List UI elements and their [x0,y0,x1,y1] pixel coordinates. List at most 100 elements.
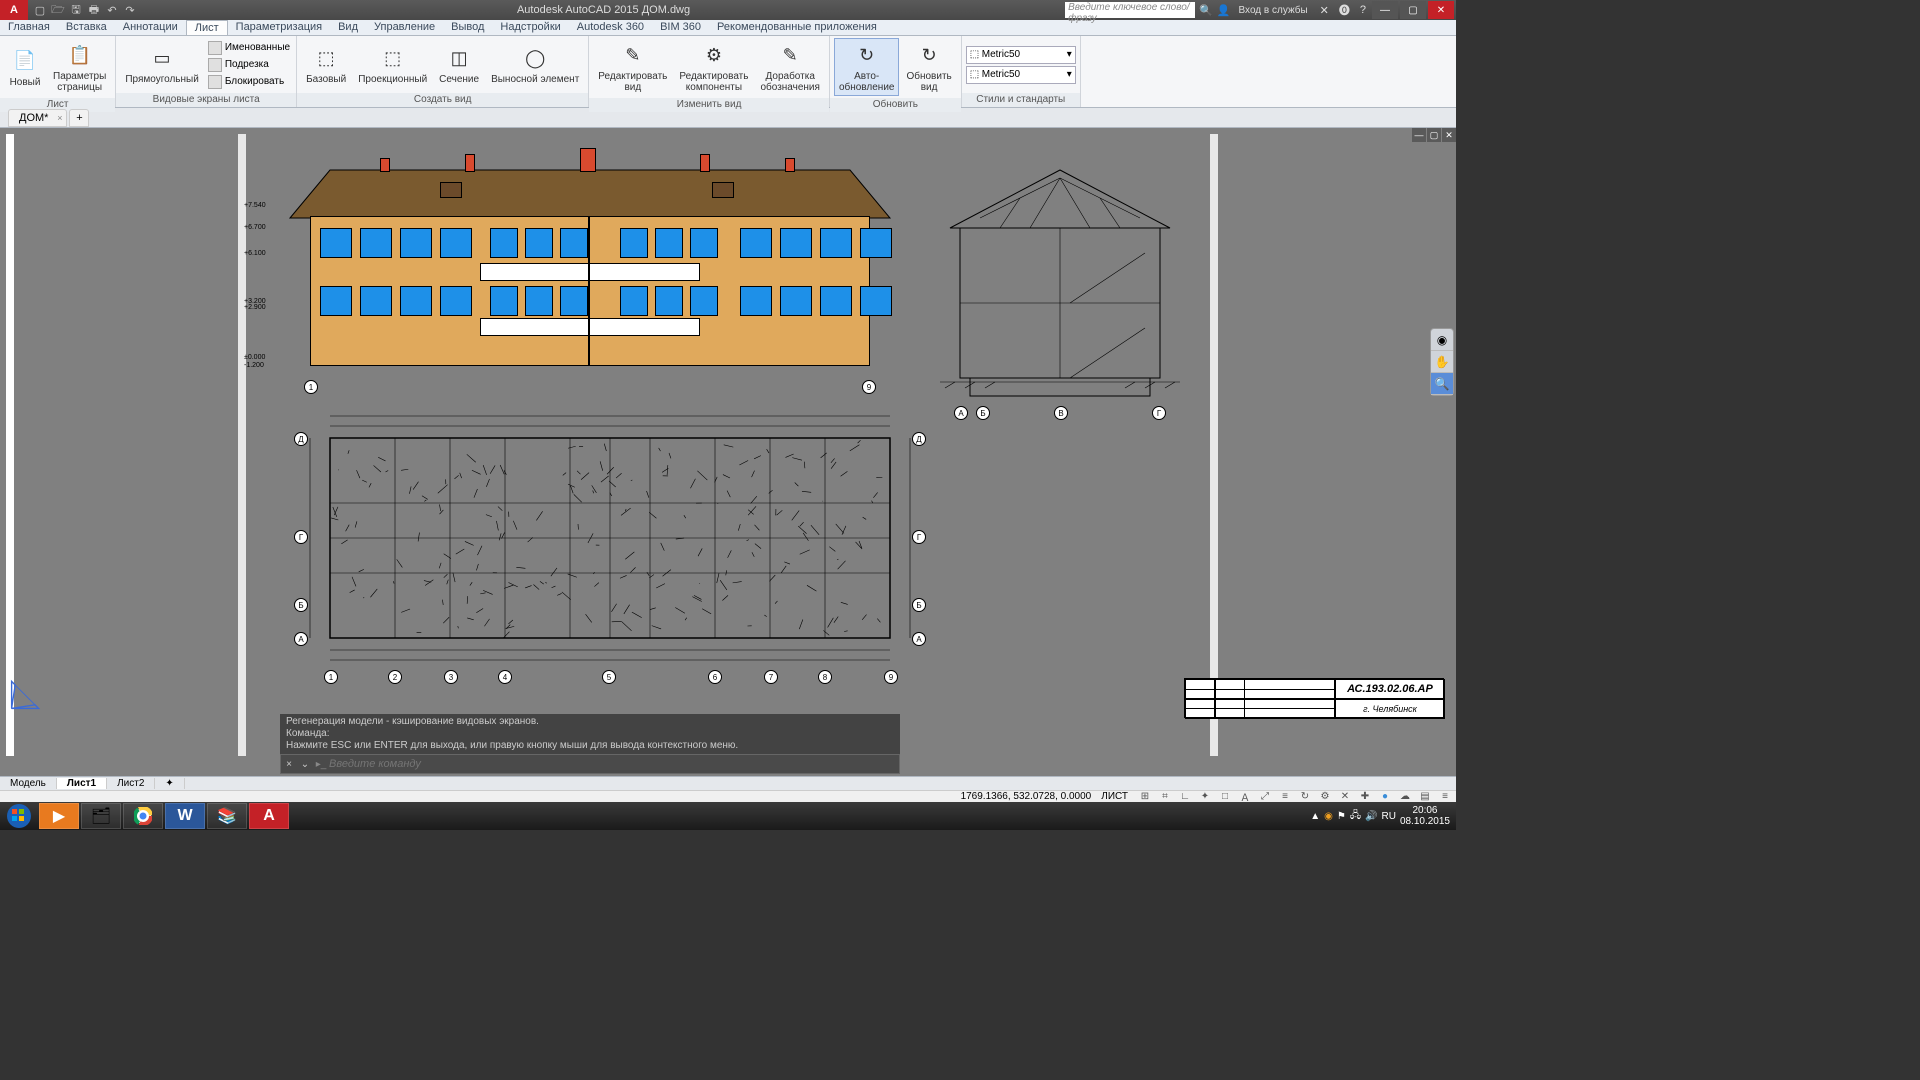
axis-marker: Д [912,432,926,446]
sb-plus-icon[interactable]: ✚ [1358,791,1372,803]
nav-zoom-icon[interactable]: 🔍 [1431,373,1453,395]
layout-tab[interactable]: Лист1 [57,778,107,789]
ribbon-tab-6[interactable]: Управление [366,20,443,35]
window-opening [320,228,352,258]
sb-anno-icon[interactable]: Ａ [1238,791,1252,803]
ribbon-button[interactable]: ↻Обновитьвид [901,38,956,96]
window-opening [740,228,772,258]
qat-open-icon[interactable]: 🗁 [50,2,66,18]
sb-custom-icon[interactable]: ▤ [1418,791,1432,803]
tray-net-icon[interactable]: 🖧 [1350,808,1361,825]
ribbon-button[interactable]: ◯Выносной элемент [486,41,584,88]
task-winrar-icon[interactable]: 📚 [207,803,247,829]
window-opening [820,286,852,316]
login-link[interactable]: Вход в службы [1233,5,1314,16]
vp-restore-icon[interactable]: ▢ [1427,128,1441,142]
layout-tab[interactable]: Лист2 [107,778,155,789]
command-line: × ⌄ ▸_ [280,754,900,774]
ribbon-button[interactable]: ✎Редактироватьвид [593,38,672,96]
ribbon-button[interactable]: ⚙Редактироватькомпоненты [674,38,753,96]
ribbon-tab-8[interactable]: Надстройки [492,20,568,35]
ribbon-button[interactable]: ✎Доработкаобозначения [755,38,824,96]
ribbon-small-button[interactable]: Блокировать [206,74,292,90]
tray-vol-icon[interactable]: 🔊 [1365,811,1377,822]
start-button[interactable] [0,802,38,830]
tray-flag-icon[interactable]: ▲ [1310,811,1320,822]
sb-menu-icon[interactable]: ≡ [1438,791,1452,803]
layout-tab[interactable]: Модель [0,778,57,789]
task-word-icon[interactable]: W [165,803,205,829]
axis-marker: Г [294,530,308,544]
elevation-view: 1 9 -1.200±0.000+2.900+3.200+6.100+6.700… [280,158,900,388]
tray-action-icon[interactable]: ⚑ [1337,811,1346,822]
new-tab-button[interactable]: + [69,109,89,127]
app-logo-icon[interactable]: A [0,0,28,20]
sb-cloud-icon[interactable]: ☁ [1398,791,1412,803]
tray-lang-icon[interactable]: RU [1381,811,1395,822]
sb-cycle-icon[interactable]: ↻ [1298,791,1312,803]
ribbon-tab-0[interactable]: Главная [0,20,58,35]
ribbon-tab-3[interactable]: Лист [186,20,228,35]
axis-marker: А [294,632,308,646]
sb-snap-icon[interactable]: ⌗ [1158,791,1172,803]
close-button[interactable]: ✕ [1428,1,1454,19]
space-indicator[interactable]: ЛИСТ [1097,791,1132,802]
nav-wheel-icon[interactable]: ◉ [1431,329,1453,351]
file-tab[interactable]: ДОМ*× [8,109,67,127]
drawing-area[interactable]: — ▢ ✕ 1 9 -1.200±0.000+2.900+3.200+6.100… [0,128,1456,776]
ribbon-button[interactable]: ⬚Базовый [301,41,351,88]
task-explorer-icon[interactable]: 🗂 [81,803,121,829]
maximize-button[interactable]: ▢ [1400,1,1426,19]
nav-pan-icon[interactable]: ✋ [1431,351,1453,373]
ribbon-tab-7[interactable]: Вывод [443,20,492,35]
sb-gear-icon[interactable]: ⚙ [1318,791,1332,803]
ribbon-tab-9[interactable]: Autodesk 360 [569,20,652,35]
ribbon-button[interactable]: ↻Авто-обновление [834,38,900,96]
task-autocad-icon[interactable]: A [249,803,289,829]
task-media-icon[interactable]: ▶ [39,803,79,829]
taskbar-clock[interactable]: 20:0608.10.2015 [1400,805,1450,827]
cmd-menu-icon[interactable]: ⌄ [297,759,313,770]
sb-dot-icon[interactable]: ● [1378,791,1392,803]
qat-undo-icon[interactable]: ↶ [104,2,120,18]
ribbon-tab-5[interactable]: Вид [330,20,366,35]
cmd-close-icon[interactable]: × [281,759,297,770]
task-chrome-icon[interactable] [123,803,163,829]
ribbon-small-button[interactable]: Подрезка [206,57,292,73]
ribbon-combo[interactable]: ⬚Metric50▾ [966,46,1076,64]
command-input[interactable] [329,758,899,770]
tray-shield-icon[interactable]: ◉ [1324,811,1333,822]
axis-marker: 1 [324,670,338,684]
ribbon-tabs: ГлавнаяВставкаАннотацииЛистПараметризаци… [0,20,1456,36]
ribbon-tab-2[interactable]: Аннотации [115,20,186,35]
minimize-button[interactable]: — [1372,1,1398,19]
qat-new-icon[interactable]: ▢ [32,2,48,18]
level-label: +3.200 [244,298,266,305]
sb-ortho-icon[interactable]: ∟ [1178,791,1192,803]
ribbon-button[interactable]: ◫Сечение [434,41,484,88]
sb-osnap-icon[interactable]: □ [1218,791,1232,803]
qat-print-icon[interactable]: 🖶 [86,2,102,18]
keyword-search[interactable]: Введите ключевое слово/фразу [1065,2,1195,18]
add-layout-button[interactable]: ✦ [155,778,184,789]
ribbon-button[interactable]: 📄Новый [4,44,46,91]
ribbon-tab-4[interactable]: Параметризация [228,20,330,35]
ribbon-tab-10[interactable]: BIM 360 [652,20,709,35]
ribbon-button[interactable]: ▭Прямоугольный [120,41,204,88]
ribbon-tab-1[interactable]: Вставка [58,20,115,35]
qat-save-icon[interactable]: 🖫 [68,2,84,18]
sb-lineweight-icon[interactable]: ≡ [1278,791,1292,803]
vp-minimize-icon[interactable]: — [1412,128,1426,142]
ribbon-small-button[interactable]: Именованные [206,40,292,56]
close-tab-icon[interactable]: × [57,113,62,123]
ribbon-combo[interactable]: ⬚Metric50▾ [966,66,1076,84]
ribbon-tab-11[interactable]: Рекомендованные приложения [709,20,885,35]
sb-scale-icon[interactable]: ⤢ [1258,791,1272,803]
sb-iso-icon[interactable]: ✕ [1338,791,1352,803]
ribbon-button[interactable]: ⬚Проекционный [353,41,432,88]
ribbon-button[interactable]: 📋Параметрыстраницы [48,38,111,96]
vp-close-icon[interactable]: ✕ [1442,128,1456,142]
sb-grid-icon[interactable]: ⊞ [1138,791,1152,803]
qat-redo-icon[interactable]: ↷ [122,2,138,18]
sb-polar-icon[interactable]: ✦ [1198,791,1212,803]
